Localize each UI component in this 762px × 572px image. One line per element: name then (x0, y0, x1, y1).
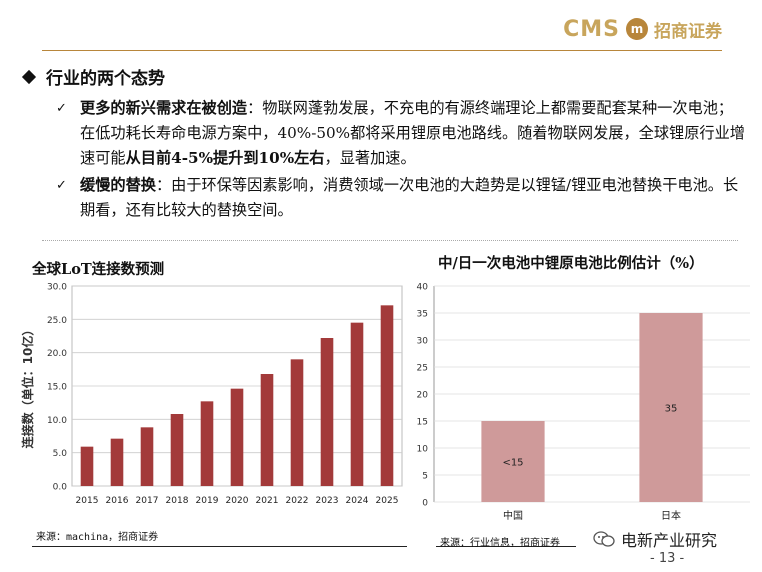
bullet-1-bold-tail: 从目前4-5%提升到10%左右 (125, 149, 325, 167)
section-heading: 行业的两个态势 (21, 64, 165, 89)
checkmark-icon: ✓ (56, 178, 67, 193)
y-tick-label: 25.0 (47, 316, 67, 326)
wechat-icon (593, 531, 615, 547)
y-tick-label: 10 (417, 445, 429, 455)
data-label: <15 (502, 458, 523, 469)
bar (481, 421, 545, 502)
x-tick-label: 2015 (76, 496, 99, 506)
checkmark-icon: ✓ (56, 101, 67, 116)
bar (380, 305, 394, 486)
iot-connections-chart: 0.0 5.0 10.0 15.0 20.0 25.0 30.0 2015 2016 2017 20… (20, 283, 403, 506)
right-chart-title: 中/日一次电池中锂原电池比例估计（%） (438, 255, 704, 272)
x-tick-label: 2025 (376, 496, 399, 506)
logo-company-name: 招商证券 (654, 21, 722, 42)
y-tick-label: 35 (417, 310, 428, 320)
logo-mark-icon: m (626, 18, 648, 40)
x-tick-label: 2020 (226, 496, 249, 506)
bar (260, 374, 274, 486)
y-tick-label: 15 (417, 418, 428, 428)
bar (140, 427, 154, 486)
diamond-bullet-icon (21, 69, 37, 84)
bar (230, 388, 244, 486)
right-source-rule (436, 546, 576, 547)
x-tick-label: 2024 (346, 496, 369, 506)
left-source-rule (32, 546, 407, 547)
x-tick-label: 中国 (503, 509, 523, 522)
section-heading-text: 行业的两个态势 (46, 69, 165, 89)
y-tick-label: 15.0 (47, 383, 67, 393)
y-axis-label: 连接数（单位：10亿） (20, 324, 35, 449)
wechat-watermark: 电新产业研究 (593, 527, 717, 551)
bar (639, 313, 703, 502)
y-tick-label: 30.0 (47, 283, 67, 293)
x-tick-label: 2023 (316, 496, 339, 506)
bar (110, 438, 124, 486)
right-chart-source: 来源：行业信息，招商证券 (440, 538, 560, 549)
x-tick-label: 2018 (166, 496, 189, 506)
y-tick-label: 0 (422, 499, 428, 509)
bullet-1-text: ：物联网蓬勃发展，不充电的有源终端理论上都需要配套某种一次电池；在低功耗长寿命电… (80, 99, 745, 167)
header-divider (42, 50, 722, 51)
lithium-ratio-chart: 0 5 10 15 20 25 30 35 40 <15 中国 35 日本 (417, 283, 750, 522)
bar (80, 446, 94, 486)
x-tick-label: 2019 (196, 496, 219, 506)
x-tick-label: 2021 (256, 496, 279, 506)
page-number: - 13 - (650, 551, 685, 566)
x-tick-label: 2022 (286, 496, 309, 506)
bar (170, 414, 184, 486)
bullet-item-1: ✓ 更多的新兴需求在被创造：物联网蓬勃发展，不充电的有源终端理论上都需要配套某种… (56, 96, 746, 171)
bar (200, 401, 214, 486)
y-tick-label: 30 (417, 337, 429, 347)
brand-logo: CMS m 招商证券 (563, 14, 722, 44)
left-chart-source: 来源：machina，招商证券 (36, 532, 159, 543)
y-tick-label: 5.0 (53, 449, 68, 459)
left-chart-title: 全球LoT连接数预测 (32, 261, 165, 278)
y-tick-label: 20 (417, 391, 429, 401)
bar (290, 359, 304, 486)
bar (350, 322, 364, 486)
bullet-2-lead: 缓慢的替换 (80, 176, 156, 194)
bar (320, 338, 334, 486)
logo-cms-text: CMS (563, 16, 620, 42)
y-tick-label: 5 (422, 472, 428, 482)
x-tick-label: 2017 (136, 496, 159, 506)
section-divider (42, 240, 738, 241)
bullet-list: ✓ 更多的新兴需求在被创造：物联网蓬勃发展，不充电的有源终端理论上都需要配套某种… (56, 96, 746, 225)
bullet-1-lead: 更多的新兴需求在被创造 (80, 99, 248, 117)
y-tick-label: 20.0 (47, 349, 67, 359)
y-tick-label: 0.0 (53, 483, 68, 493)
y-tick-label: 25 (417, 364, 428, 374)
y-tick-label: 40 (417, 283, 429, 293)
wechat-label: 电新产业研究 (621, 531, 718, 550)
bullet-item-2: ✓ 缓慢的替换：由于环保等因素影响，消费领域一次电池的大趋势是以锂锰/锂亚电池替… (56, 173, 746, 223)
x-tick-label: 2016 (106, 496, 129, 506)
bullet-2-text: ：由于环保等因素影响，消费领域一次电池的大趋势是以锂锰/锂亚电池替换干电池。长期… (80, 176, 739, 219)
data-label: 35 (665, 404, 678, 415)
bullet-1-tail: ，显著加速。 (324, 149, 416, 167)
y-tick-label: 10.0 (47, 416, 67, 426)
x-tick-label: 日本 (661, 509, 681, 522)
